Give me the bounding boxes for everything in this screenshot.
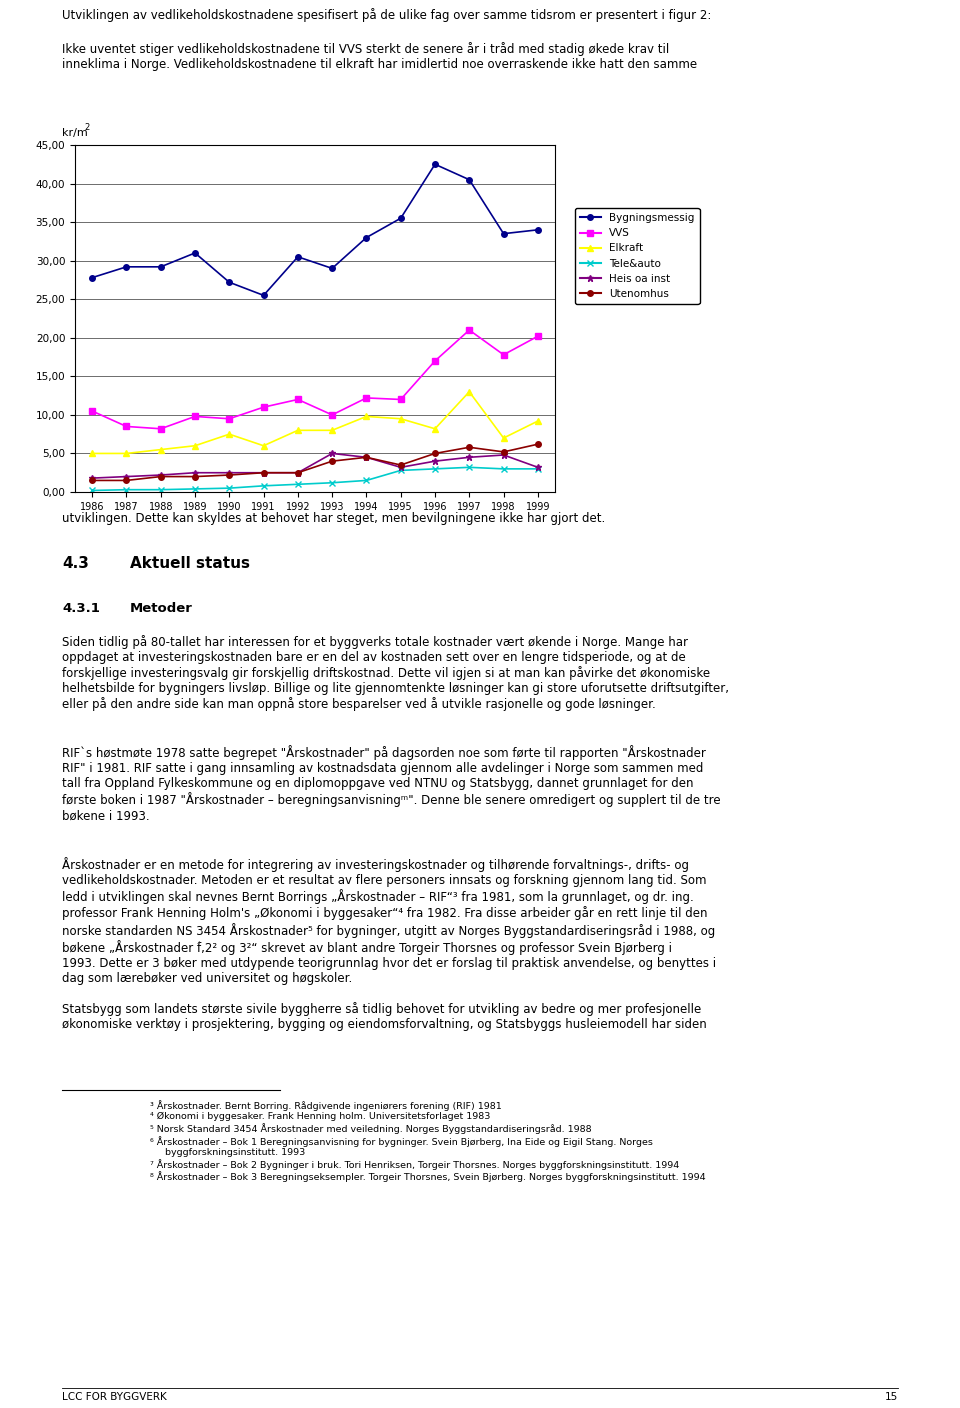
Text: utviklingen. Dette kan skyldes at behovet har steget, men bevilgningene ikke har: utviklingen. Dette kan skyldes at behove…: [62, 513, 605, 525]
Text: Statsbygg som landets største sivile byggherre så tidlig behovet for utvikling a: Statsbygg som landets største sivile byg…: [62, 1002, 707, 1031]
Text: Utviklingen av vedlikeholdskostnadene spesifisert på de ulike fag over samme tid: Utviklingen av vedlikeholdskostnadene sp…: [62, 8, 711, 23]
Text: Ikke uventet stiger vedlikeholdskostnadene til VVS sterkt de senere år i tråd me: Ikke uventet stiger vedlikeholdskostnade…: [62, 42, 697, 70]
Text: 15: 15: [885, 1393, 898, 1402]
Text: RIF`s høstmøte 1978 satte begrepet "Årskostnader" på dagsorden noe som førte til: RIF`s høstmøte 1978 satte begrepet "Årsk…: [62, 745, 721, 822]
Text: Siden tidlig på 80-tallet har interessen for et byggverks totale kostnader vært : Siden tidlig på 80-tallet har interessen…: [62, 635, 729, 711]
Text: kr/m: kr/m: [62, 128, 87, 138]
Text: Metoder: Metoder: [130, 603, 193, 615]
Text: 4.3: 4.3: [62, 556, 89, 572]
Text: 2: 2: [84, 122, 89, 132]
Text: LCC FOR BYGGVERK: LCC FOR BYGGVERK: [62, 1393, 167, 1402]
Text: Aktuell status: Aktuell status: [130, 556, 250, 572]
Text: 4.3.1: 4.3.1: [62, 603, 100, 615]
Legend: Bygningsmessig, VVS, Elkraft, Tele&auto, Heis oa inst, Utenomhus: Bygningsmessig, VVS, Elkraft, Tele&auto,…: [575, 208, 700, 304]
Text: Årskostnader er en metode for integrering av investeringskostnader og tilhørende: Årskostnader er en metode for integrerin…: [62, 857, 716, 986]
Text: ³ Årskostnader. Bernt Borring. Rådgivende ingeniørers forening (RIF) 1981
⁴ Økon: ³ Årskostnader. Bernt Borring. Rådgivend…: [150, 1100, 706, 1183]
